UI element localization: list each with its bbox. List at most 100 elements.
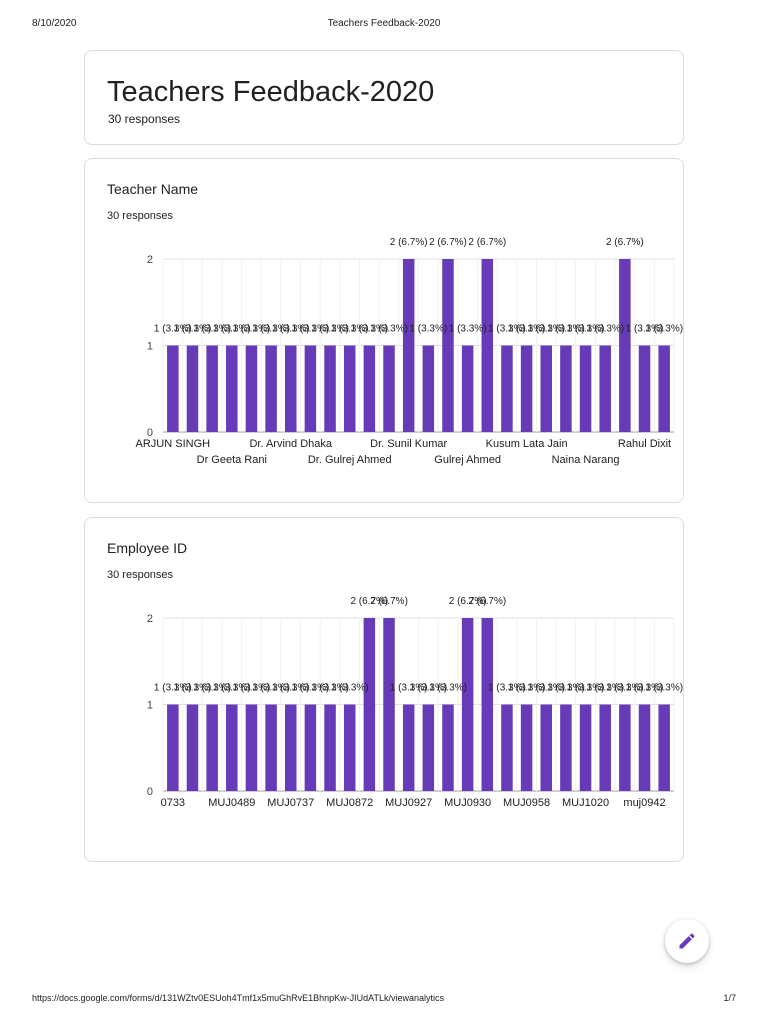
- bar-data-label: 1 (3.3%): [645, 683, 683, 694]
- bar[interactable]: [186, 704, 199, 792]
- bar[interactable]: [461, 618, 474, 791]
- bar[interactable]: [245, 345, 258, 433]
- bar[interactable]: [658, 345, 670, 433]
- bar[interactable]: [206, 345, 218, 433]
- bar[interactable]: [501, 704, 513, 792]
- bar[interactable]: [167, 704, 179, 792]
- bar-data-label: 1 (3.3%): [547, 683, 585, 694]
- bar[interactable]: [285, 704, 297, 792]
- bar[interactable]: [638, 345, 651, 433]
- bar[interactable]: [560, 704, 572, 792]
- bar-data-label: 1 (3.3%): [626, 324, 664, 335]
- bar[interactable]: [383, 345, 395, 433]
- x-category-label: Dr. Sunil Kumar: [370, 438, 447, 450]
- x-category-label: 0733: [161, 797, 185, 809]
- bar[interactable]: [343, 704, 356, 792]
- x-category-label: Kusum Lata Jain: [486, 438, 568, 450]
- bar[interactable]: [324, 704, 336, 792]
- x-category-label: Dr. Gulrej Ahmed: [308, 454, 392, 466]
- bar[interactable]: [186, 345, 199, 433]
- bar[interactable]: [402, 704, 415, 792]
- bar[interactable]: [442, 259, 454, 432]
- bar[interactable]: [363, 618, 376, 791]
- bar[interactable]: [481, 618, 494, 791]
- bar-data-label: 1 (3.3%): [567, 324, 605, 335]
- bar-data-label: 2 (6.7%): [468, 596, 506, 607]
- bar-data-label: 2 (6.7%): [449, 596, 487, 607]
- print-title: Teachers Feedback-2020: [327, 18, 441, 29]
- x-category-label: MUJ0489: [208, 797, 255, 809]
- bar[interactable]: [226, 345, 238, 433]
- bar[interactable]: [481, 259, 494, 432]
- bar-data-label: 1 (3.3%): [233, 683, 271, 694]
- bar[interactable]: [265, 704, 277, 792]
- bar-data-label: 1 (3.3%): [409, 683, 447, 694]
- pencil-icon: [679, 933, 695, 949]
- bar-data-label: 1 (3.3%): [645, 324, 683, 335]
- bar[interactable]: [658, 704, 670, 792]
- bar-data-label: 1 (3.3%): [272, 324, 310, 335]
- x-category-label: MUJ1020: [562, 797, 609, 809]
- question-title: Teacher Name: [107, 181, 199, 197]
- bar[interactable]: [402, 259, 415, 432]
- bar[interactable]: [560, 345, 572, 433]
- bar-data-label: 1 (3.3%): [233, 324, 271, 335]
- bar[interactable]: [285, 345, 297, 433]
- bar[interactable]: [167, 345, 179, 433]
- bar[interactable]: [265, 345, 277, 433]
- print-footer: https://docs.google.com/forms/d/131WZtv0…: [32, 993, 736, 1007]
- bar[interactable]: [304, 345, 317, 433]
- bar[interactable]: [579, 345, 592, 433]
- bar-data-label: 2 (6.7%): [606, 237, 644, 248]
- bar[interactable]: [619, 259, 631, 432]
- bar-data-label: 1 (3.3%): [174, 324, 212, 335]
- bar[interactable]: [383, 618, 395, 791]
- x-category-label: Gulrej Ahmed: [434, 454, 501, 466]
- bar[interactable]: [540, 704, 553, 792]
- bar-data-label: 1 (3.3%): [331, 324, 369, 335]
- bar[interactable]: [520, 345, 533, 433]
- bar-data-label: 1 (3.3%): [488, 683, 526, 694]
- bar-data-label: 1 (3.3%): [193, 324, 231, 335]
- bar[interactable]: [206, 704, 218, 792]
- bar-data-label: 1 (3.3%): [606, 683, 644, 694]
- y-tick-label: 2: [147, 254, 153, 266]
- bar-data-label: 1 (3.3%): [586, 683, 624, 694]
- bar[interactable]: [461, 345, 474, 433]
- bar[interactable]: [540, 345, 553, 433]
- bar[interactable]: [422, 704, 435, 792]
- form-header-card: Teachers Feedback-2020 30 responses: [84, 50, 684, 145]
- bar[interactable]: [245, 704, 258, 792]
- bar[interactable]: [520, 704, 533, 792]
- bar[interactable]: [343, 345, 356, 433]
- bar[interactable]: [226, 704, 238, 792]
- x-category-label: ARJUN SINGH: [136, 438, 211, 450]
- form-title: Teachers Feedback-2020: [107, 76, 435, 108]
- bar-data-label: 2 (6.7%): [350, 596, 388, 607]
- x-category-label: MUJ0737: [267, 797, 314, 809]
- bar[interactable]: [599, 345, 611, 433]
- bar[interactable]: [304, 704, 317, 792]
- x-category-label: MUJ0872: [326, 797, 373, 809]
- x-category-label: MUJ0927: [385, 797, 432, 809]
- y-tick-label: 0: [147, 786, 153, 798]
- bar-data-label: 1 (3.3%): [370, 324, 408, 335]
- page-number: 1/7: [723, 993, 736, 1003]
- bar[interactable]: [363, 345, 376, 433]
- edit-fab-button[interactable]: [665, 919, 709, 963]
- bar-data-label: 1 (3.3%): [193, 683, 231, 694]
- bar[interactable]: [442, 704, 454, 792]
- x-category-label: Naina Narang: [552, 454, 620, 466]
- question-title: Employee ID: [107, 540, 188, 556]
- bar[interactable]: [599, 704, 611, 792]
- bar[interactable]: [638, 704, 651, 792]
- bar[interactable]: [501, 345, 513, 433]
- bar[interactable]: [619, 704, 631, 792]
- bar[interactable]: [422, 345, 435, 433]
- y-tick-label: 1: [147, 341, 153, 353]
- bar[interactable]: [579, 704, 592, 792]
- bar-data-label: 1 (3.3%): [350, 324, 388, 335]
- bar[interactable]: [324, 345, 336, 433]
- bar-data-label: 1 (3.3%): [626, 683, 664, 694]
